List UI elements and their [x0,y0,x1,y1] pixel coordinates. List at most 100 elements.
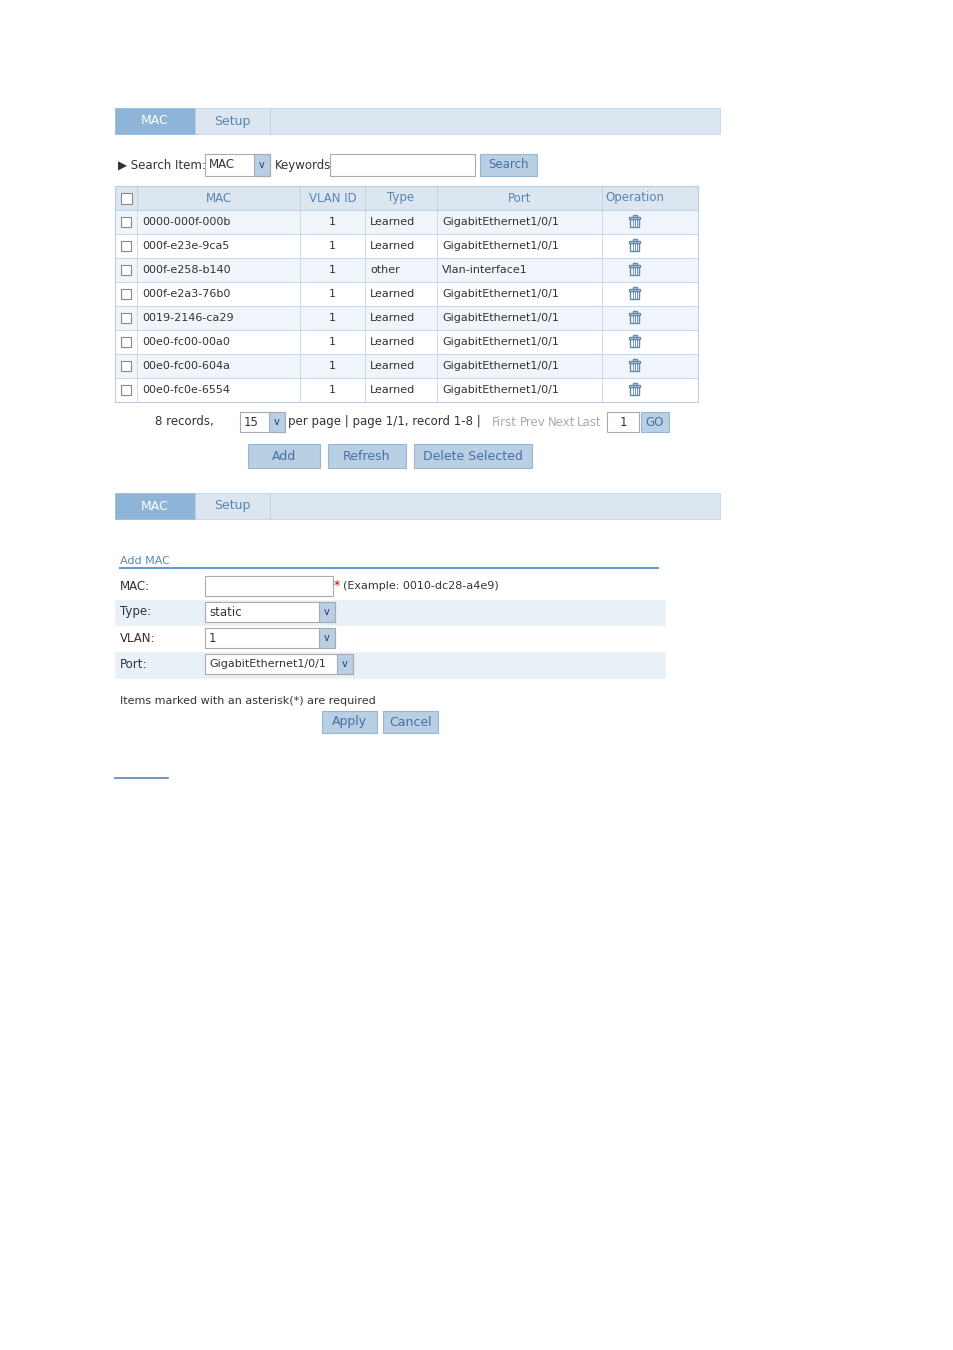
Bar [115,329,698,354]
Text: Setup: Setup [214,115,251,127]
Bar [630,219,639,227]
Bar [121,242,131,251]
Bar [115,211,698,234]
Text: MAC: MAC [141,500,169,513]
Text: (Example: 0010-dc28-a4e9): (Example: 0010-dc28-a4e9) [343,580,498,591]
Bar [479,154,537,176]
Text: 1: 1 [329,265,335,275]
Text: Learned: Learned [370,385,415,396]
Bar [629,289,639,292]
Bar [205,653,353,674]
Bar [629,216,639,219]
Bar [115,186,698,402]
Bar [115,599,664,626]
Bar [630,363,639,371]
Text: 1: 1 [329,217,335,227]
Text: 000f-e258-b140: 000f-e258-b140 [142,265,231,275]
Bar [629,312,639,315]
Bar [633,335,637,336]
Text: *: * [334,579,340,593]
Text: 1: 1 [329,338,335,347]
Text: MAC: MAC [141,115,169,127]
Bar [318,628,335,648]
Bar [322,711,376,733]
Bar [205,576,333,595]
Bar [629,240,639,243]
Bar [194,493,270,518]
Text: MAC: MAC [205,192,232,204]
Text: 15: 15 [244,416,258,428]
Bar [115,282,698,306]
Text: Add MAC: Add MAC [120,556,170,566]
Text: Type:: Type: [120,606,151,618]
Text: Learned: Learned [370,360,415,371]
Text: 1: 1 [329,313,335,323]
Text: ▶ Search Item:: ▶ Search Item: [118,158,206,171]
Bar [630,387,639,396]
Bar [640,412,668,432]
Text: 8 records,: 8 records, [154,416,213,428]
Text: 1: 1 [618,416,626,428]
Text: Learned: Learned [370,313,415,323]
Bar [328,444,406,468]
Text: 1: 1 [329,242,335,251]
Bar [629,265,639,267]
Bar [630,339,639,347]
Text: v: v [324,633,330,643]
Text: Port:: Port: [120,657,148,671]
Bar [115,306,698,329]
Bar [629,385,639,387]
Text: GigabitEthernet1/0/1: GigabitEthernet1/0/1 [441,217,558,227]
Bar [630,315,639,323]
Text: GigabitEthernet1/0/1: GigabitEthernet1/0/1 [441,313,558,323]
Text: Next: Next [547,416,575,428]
Text: Learned: Learned [370,289,415,298]
Bar [630,292,639,298]
Bar [414,444,532,468]
Text: 1: 1 [329,289,335,298]
Bar [318,602,335,622]
Bar [633,310,637,312]
Bar [120,193,132,204]
Text: 000f-e23e-9ca5: 000f-e23e-9ca5 [142,242,229,251]
Text: 0000-000f-000b: 0000-000f-000b [142,217,230,227]
Bar [633,359,637,360]
Bar [633,262,637,265]
Text: v: v [274,417,279,427]
Bar [115,652,664,678]
Text: 1: 1 [329,385,335,396]
Text: Cancel: Cancel [389,716,432,729]
Text: Vlan-interface1: Vlan-interface1 [441,265,527,275]
Bar [115,354,698,378]
Text: First: First [492,416,517,428]
Text: 0019-2146-ca29: 0019-2146-ca29 [142,313,233,323]
Text: other: other [370,265,399,275]
Bar [115,108,194,134]
Text: Learned: Learned [370,217,415,227]
Text: GO: GO [645,416,663,428]
Text: GigabitEthernet1/0/1: GigabitEthernet1/0/1 [441,289,558,298]
Bar [248,444,319,468]
Bar [269,412,285,432]
Text: Search: Search [488,158,528,171]
Bar [205,602,335,622]
Bar [606,412,639,432]
Text: Delete Selected: Delete Selected [422,450,522,463]
Bar [633,239,637,240]
Bar [382,711,437,733]
Bar [240,412,285,432]
Text: Apply: Apply [332,716,367,729]
Bar [205,154,270,176]
Text: v: v [259,161,265,170]
Text: VLAN:: VLAN: [120,632,155,644]
Text: Keywords:: Keywords: [274,158,335,171]
Text: Items marked with an asterisk(*) are required: Items marked with an asterisk(*) are req… [120,697,375,706]
Text: Type: Type [387,192,415,204]
Text: Add: Add [272,450,295,463]
Text: 00e0-fc00-604a: 00e0-fc00-604a [142,360,230,371]
Text: Last: Last [577,416,601,428]
Bar [194,108,270,134]
Bar [115,626,664,652]
Text: static: static [209,606,241,618]
Bar [115,493,194,518]
